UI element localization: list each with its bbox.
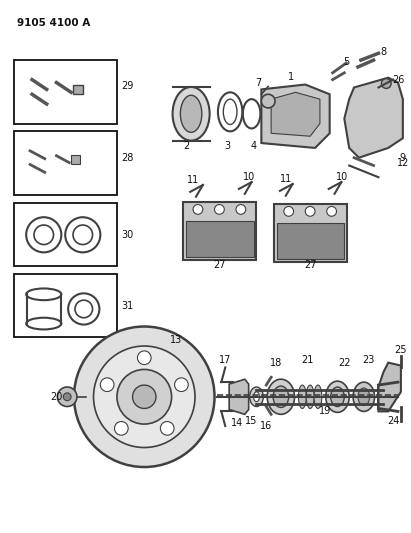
Polygon shape [271,92,320,136]
Ellipse shape [249,387,263,407]
Bar [274,204,347,262]
Circle shape [74,327,215,467]
Ellipse shape [326,381,349,413]
Circle shape [305,206,315,216]
Text: 27: 27 [213,260,226,270]
Text: 5: 5 [343,57,349,67]
Text: 9: 9 [400,152,406,163]
Polygon shape [261,85,330,148]
Bar [14,203,117,266]
Text: 13: 13 [170,335,182,345]
Text: 18: 18 [270,358,282,368]
Text: 21: 21 [301,354,314,365]
Circle shape [160,422,174,435]
Circle shape [100,378,114,392]
Circle shape [261,94,275,108]
Text: 11: 11 [279,174,292,184]
Text: 22: 22 [338,358,351,368]
Ellipse shape [254,392,259,402]
Text: 29: 29 [122,82,134,92]
Ellipse shape [358,388,369,406]
Text: 15: 15 [245,416,258,426]
Ellipse shape [298,385,306,408]
Text: 8: 8 [380,47,386,58]
Ellipse shape [306,385,314,408]
Text: 30: 30 [122,230,134,240]
Circle shape [117,369,171,424]
Circle shape [63,393,71,401]
Text: 10: 10 [242,172,255,182]
Ellipse shape [314,385,322,408]
Polygon shape [379,362,401,411]
Circle shape [58,387,77,407]
Text: 12: 12 [397,158,409,167]
Bar [71,155,80,164]
Text: 28: 28 [122,152,134,163]
Bar [14,60,117,124]
Ellipse shape [173,87,210,141]
Text: 20: 20 [50,392,62,402]
Text: 16: 16 [260,421,272,431]
Circle shape [133,385,156,408]
Circle shape [175,378,188,392]
Text: 10: 10 [336,172,349,182]
Text: 17: 17 [219,354,231,365]
Bar [183,201,256,260]
Bar [14,131,117,195]
Circle shape [137,351,151,365]
Ellipse shape [267,379,295,414]
Text: 24: 24 [387,416,399,426]
Circle shape [94,346,195,448]
Text: 7: 7 [255,78,261,87]
Polygon shape [344,78,403,158]
Text: 11: 11 [187,175,199,185]
Text: 4: 4 [250,141,256,151]
Circle shape [193,205,203,214]
Bar [73,85,83,94]
Ellipse shape [330,387,344,407]
Text: 19: 19 [319,406,331,416]
Text: 14: 14 [231,418,243,428]
Circle shape [236,205,246,214]
Ellipse shape [353,382,374,411]
Circle shape [115,422,128,435]
Text: 1: 1 [288,72,294,82]
Circle shape [381,79,391,88]
Circle shape [215,205,224,214]
Text: 26: 26 [392,75,404,85]
Text: 25: 25 [395,345,407,355]
Ellipse shape [180,95,202,132]
Text: 3: 3 [224,141,230,151]
Polygon shape [229,379,249,414]
Ellipse shape [273,386,289,408]
Text: 27: 27 [304,260,316,270]
Text: 9105 4100 A: 9105 4100 A [17,18,91,28]
Bar [277,223,344,259]
Text: 2: 2 [183,141,189,151]
Circle shape [284,206,293,216]
Bar [186,221,254,257]
Bar [14,274,117,337]
Text: 23: 23 [363,354,375,365]
Text: 31: 31 [122,301,134,311]
Circle shape [327,206,337,216]
